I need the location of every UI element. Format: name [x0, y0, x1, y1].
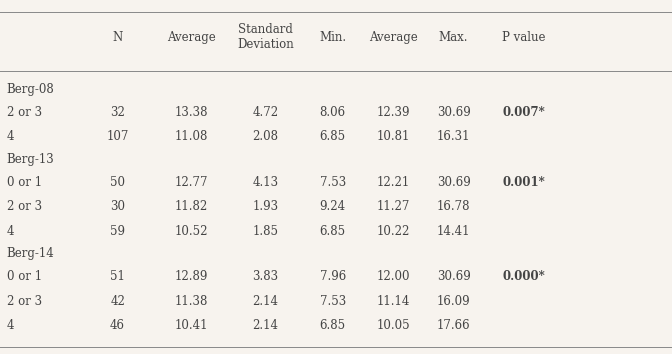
- Text: 0.000*: 0.000*: [503, 270, 546, 283]
- Text: 4: 4: [7, 319, 14, 332]
- Text: Average: Average: [369, 31, 417, 44]
- Text: 4: 4: [7, 131, 14, 143]
- Text: 2 or 3: 2 or 3: [7, 200, 42, 213]
- Text: 0.007*: 0.007*: [503, 106, 546, 119]
- Text: 6.85: 6.85: [320, 319, 345, 332]
- Text: 2.14: 2.14: [253, 319, 278, 332]
- Text: 7.53: 7.53: [319, 176, 346, 188]
- Text: 30: 30: [110, 200, 125, 213]
- Text: 9.24: 9.24: [320, 200, 345, 213]
- Text: 16.09: 16.09: [437, 295, 470, 308]
- Text: 3.83: 3.83: [253, 270, 278, 283]
- Text: 11.38: 11.38: [175, 295, 208, 308]
- Text: 1.93: 1.93: [253, 200, 278, 213]
- Text: 12.00: 12.00: [376, 270, 410, 283]
- Text: 12.77: 12.77: [175, 176, 208, 188]
- Text: 30.69: 30.69: [437, 106, 470, 119]
- Text: Berg-13: Berg-13: [7, 153, 54, 166]
- Text: 11.08: 11.08: [175, 131, 208, 143]
- Text: 17.66: 17.66: [437, 319, 470, 332]
- Text: 16.31: 16.31: [437, 131, 470, 143]
- Text: 2 or 3: 2 or 3: [7, 106, 42, 119]
- Text: 10.52: 10.52: [175, 225, 208, 238]
- Text: N: N: [112, 31, 123, 44]
- Text: 7.96: 7.96: [319, 270, 346, 283]
- Text: 0.001*: 0.001*: [503, 176, 546, 188]
- Text: 12.39: 12.39: [376, 106, 410, 119]
- Text: 13.38: 13.38: [175, 106, 208, 119]
- Text: 10.41: 10.41: [175, 319, 208, 332]
- Text: P value: P value: [503, 31, 546, 44]
- Text: 42: 42: [110, 295, 125, 308]
- Text: 0 or 1: 0 or 1: [7, 176, 42, 188]
- Text: 8.06: 8.06: [320, 106, 345, 119]
- Text: 30.69: 30.69: [437, 176, 470, 188]
- Text: 46: 46: [110, 319, 125, 332]
- Text: 2 or 3: 2 or 3: [7, 295, 42, 308]
- Text: 32: 32: [110, 106, 125, 119]
- Text: Standard
Deviation: Standard Deviation: [237, 23, 294, 51]
- Text: Berg-08: Berg-08: [7, 83, 54, 96]
- Text: 11.27: 11.27: [376, 200, 410, 213]
- Text: 2.14: 2.14: [253, 295, 278, 308]
- Text: 4.72: 4.72: [253, 106, 278, 119]
- Text: 2.08: 2.08: [253, 131, 278, 143]
- Text: Average: Average: [167, 31, 216, 44]
- Text: 59: 59: [110, 225, 125, 238]
- Text: Berg-14: Berg-14: [7, 247, 54, 260]
- Text: 12.21: 12.21: [376, 176, 410, 188]
- Text: 14.41: 14.41: [437, 225, 470, 238]
- Text: 4.13: 4.13: [253, 176, 278, 188]
- Text: Min.: Min.: [319, 31, 346, 44]
- Text: 10.81: 10.81: [376, 131, 410, 143]
- Text: 6.85: 6.85: [320, 131, 345, 143]
- Text: 50: 50: [110, 176, 125, 188]
- Text: Max.: Max.: [439, 31, 468, 44]
- Text: 51: 51: [110, 270, 125, 283]
- Text: 6.85: 6.85: [320, 225, 345, 238]
- Text: 0 or 1: 0 or 1: [7, 270, 42, 283]
- Text: 16.78: 16.78: [437, 200, 470, 213]
- Text: 30.69: 30.69: [437, 270, 470, 283]
- Text: 10.05: 10.05: [376, 319, 410, 332]
- Text: 11.82: 11.82: [175, 200, 208, 213]
- Text: 11.14: 11.14: [376, 295, 410, 308]
- Text: 1.85: 1.85: [253, 225, 278, 238]
- Text: 4: 4: [7, 225, 14, 238]
- Text: 7.53: 7.53: [319, 295, 346, 308]
- Text: 12.89: 12.89: [175, 270, 208, 283]
- Text: 10.22: 10.22: [376, 225, 410, 238]
- Text: 107: 107: [106, 131, 129, 143]
